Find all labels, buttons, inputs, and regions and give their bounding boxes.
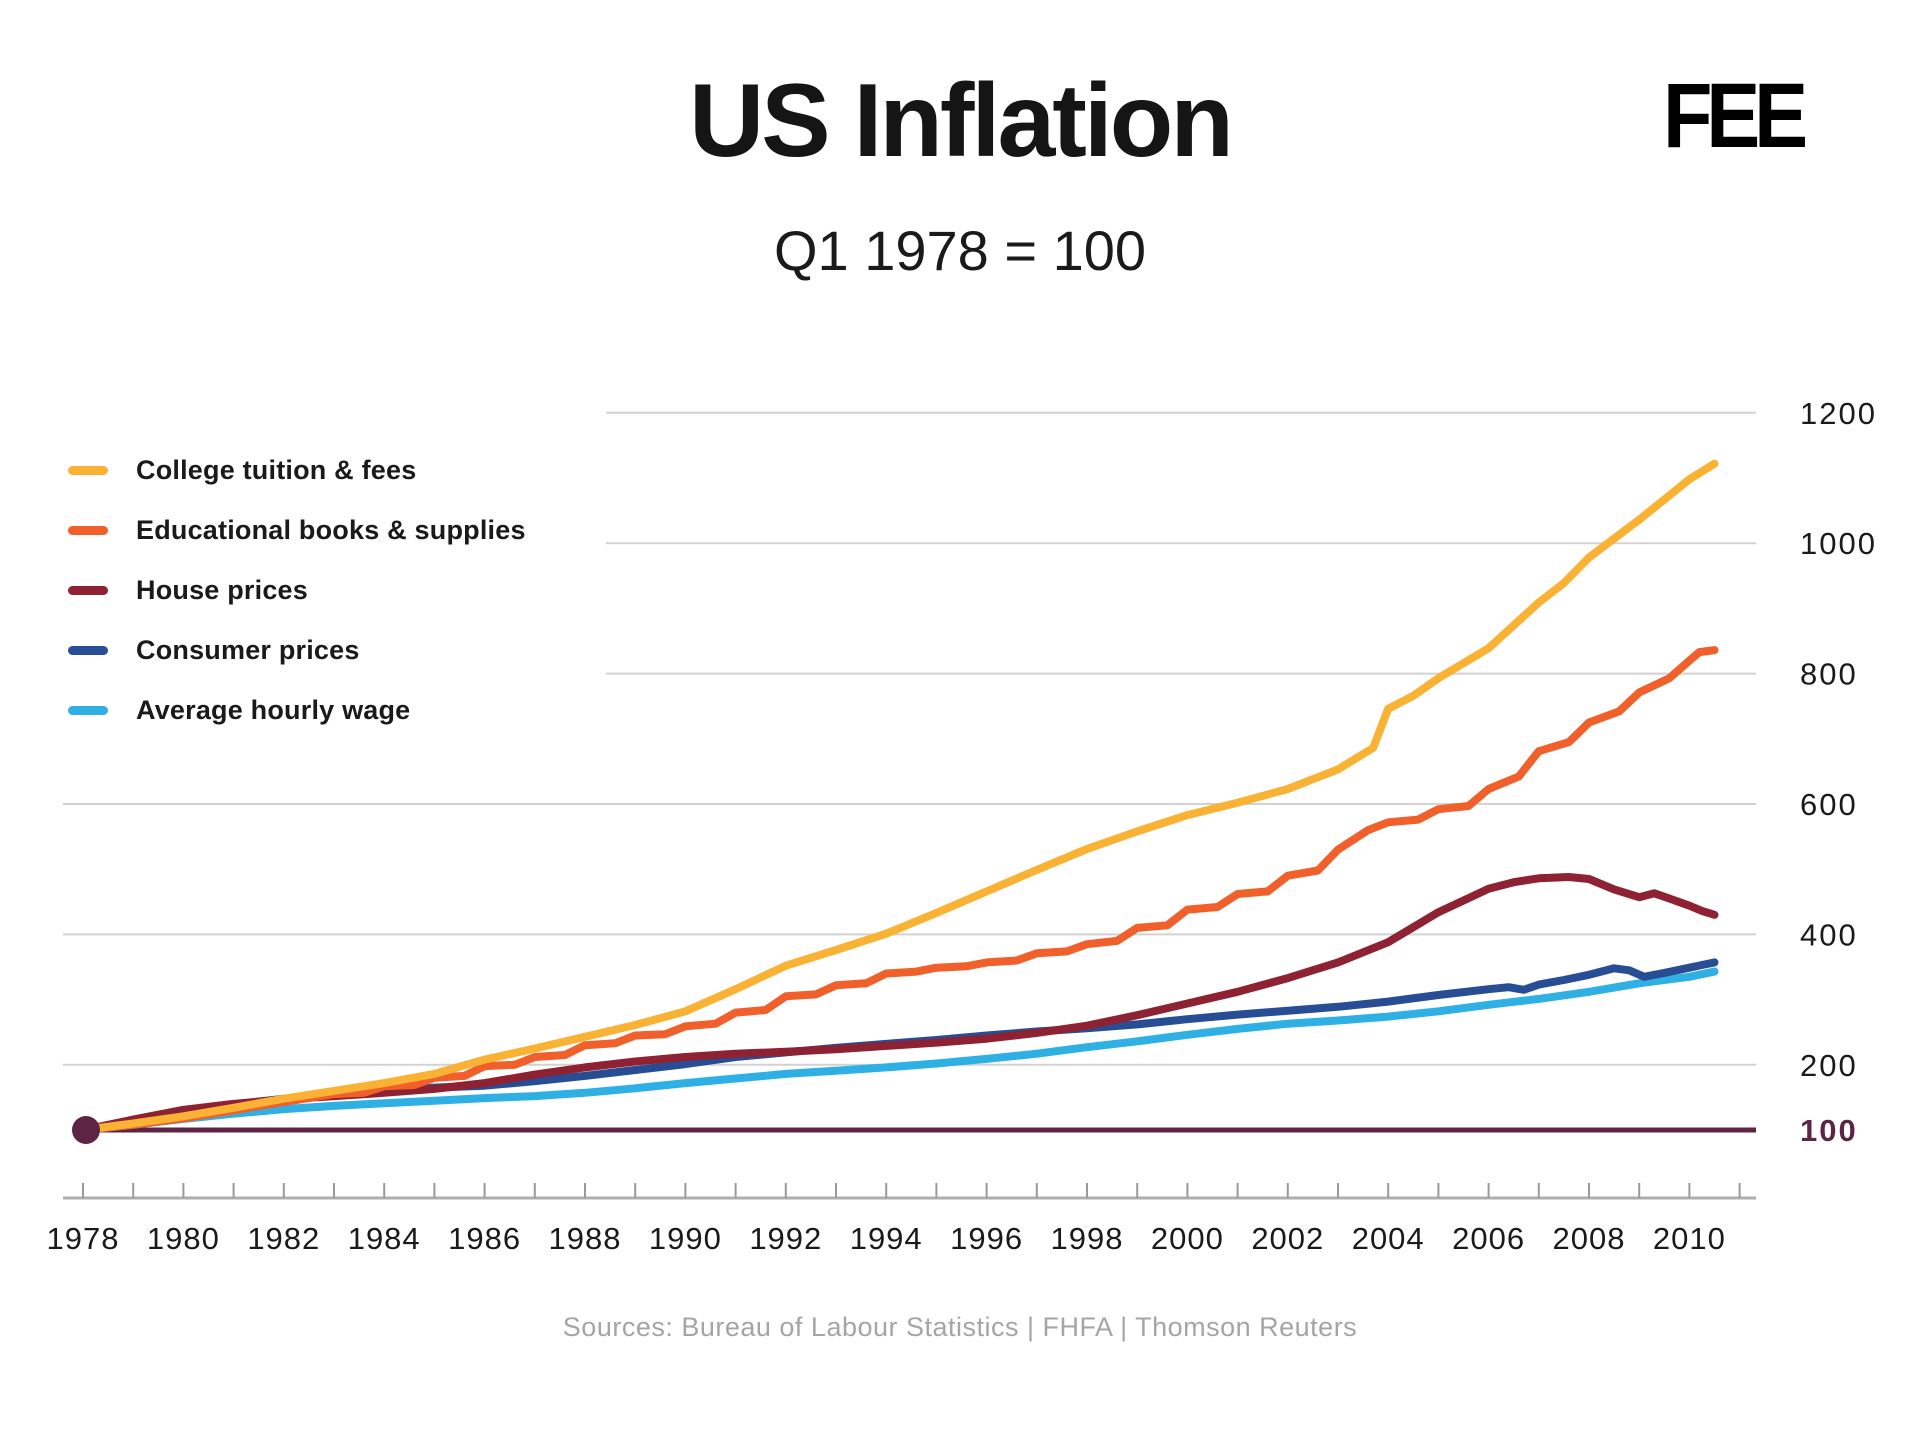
x-axis-label-1978: 1978 [47,1221,120,1256]
x-axis-label-1998: 1998 [1051,1221,1124,1256]
x-axis-label-1982: 1982 [247,1221,320,1256]
x-axis-label-2006: 2006 [1452,1221,1525,1256]
legend-item-label: House prices [136,574,308,605]
series-line-college-tuition-fees [79,459,1719,1134]
legend: College tuition & fees Educational books … [68,440,526,740]
x-axis-label-1996: 1996 [950,1221,1023,1256]
y-axis-label-1200: 1200 [1800,396,1877,431]
source-attribution: Sources: Bureau of Labour Statistics | F… [562,1312,1358,1342]
legend-item-house-prices: House prices [68,560,526,620]
legend-swatch-icon [68,585,108,595]
start-marker-dot [72,1116,100,1144]
legend-swatch-icon [68,645,108,655]
legend-item-label: Average hourly wage [136,694,411,725]
x-axis-label-1994: 1994 [850,1221,923,1256]
series-line-average-hourly-wage [79,967,1719,1134]
page-title: US Inflation [689,63,1234,179]
x-axis-label-1980: 1980 [147,1221,220,1256]
series-line-educational-books-supplies [79,646,1719,1134]
x-axis-label-2010: 2010 [1653,1221,1726,1256]
legend-item-average-hourly-wage: Average hourly wage [68,680,526,740]
y-axis-label-600: 600 [1800,787,1858,822]
x-axis-label-1984: 1984 [348,1221,421,1256]
x-axis-label-2002: 2002 [1251,1221,1324,1256]
y-axis-label-400: 400 [1800,917,1858,952]
legend-item-label: Educational books & supplies [136,514,526,545]
fee-logo: FEE [1663,65,1808,167]
page-subtitle: Q1 1978 = 100 [773,219,1147,282]
x-axis-label-1992: 1992 [749,1221,822,1256]
x-axis-label-1986: 1986 [448,1221,521,1256]
legend-item-educational-books-supplies: Educational books & supplies [68,500,526,560]
y-axis-label-200: 200 [1800,1048,1858,1083]
series-line-house-prices [79,873,1719,1134]
legend-swatch-icon [68,705,108,715]
legend-item-consumer-prices: Consumer prices [68,620,526,680]
legend-item-label: College tuition & fees [136,454,417,485]
legend-item-label: Consumer prices [136,634,360,665]
x-axis-label-2008: 2008 [1553,1221,1626,1256]
legend-swatch-icon [68,525,108,535]
x-axis-label-2000: 2000 [1151,1221,1224,1256]
y-axis-label-1000: 1000 [1800,526,1877,561]
legend-item-college-tuition-fees: College tuition & fees [68,440,526,500]
x-axis-label-1990: 1990 [649,1221,722,1256]
legend-swatch-icon [68,465,108,475]
y-axis-label-100: 100 [1800,1113,1858,1148]
x-axis-label-2004: 2004 [1352,1221,1425,1256]
x-axis-label-1988: 1988 [549,1221,622,1256]
y-axis-label-800: 800 [1800,657,1858,692]
